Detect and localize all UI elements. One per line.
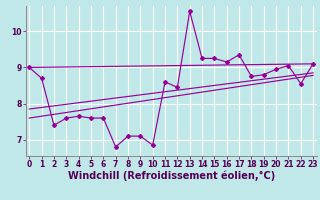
X-axis label: Windchill (Refroidissement éolien,°C): Windchill (Refroidissement éolien,°C): [68, 171, 275, 181]
